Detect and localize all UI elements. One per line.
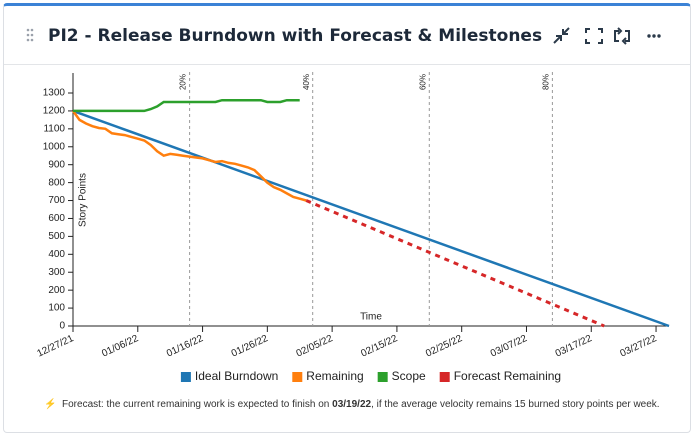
milestone-label: 80%: [542, 74, 551, 90]
y-tick-label: 600: [48, 213, 65, 224]
header-icons: [553, 27, 661, 45]
legend-label: Forecast Remaining: [454, 369, 561, 383]
bolt-icon: ⚡: [44, 399, 57, 410]
x-axis-label: Time: [360, 312, 382, 323]
legend-swatch: [377, 372, 388, 382]
y-tick-label: 700: [48, 195, 65, 206]
more-icon[interactable]: [647, 34, 661, 38]
series-line: [73, 98, 300, 113]
milestone-label: 20%: [179, 74, 188, 90]
y-tick-label: 1200: [43, 106, 66, 117]
y-tick-label: 1000: [43, 141, 66, 152]
legend-label: Scope: [392, 369, 426, 383]
y-tick-label: 800: [48, 177, 65, 188]
x-tick-label: 03/07/22: [489, 333, 529, 360]
series-line: [305, 199, 605, 328]
x-tick-label: 02/15/22: [359, 333, 399, 360]
note-suffix: , if the average velocity remains 15 bur…: [371, 399, 660, 410]
x-tick-label: 01/26/22: [230, 333, 270, 360]
widget-header: PI2 - Release Burndown with Forecast & M…: [4, 6, 690, 65]
refresh-icon[interactable]: [614, 27, 630, 45]
y-tick-label: 1300: [43, 88, 66, 99]
y-tick-label: 100: [48, 303, 65, 314]
milestone-label: 40%: [302, 74, 311, 90]
x-tick-label: 03/27/22: [618, 333, 658, 360]
y-axis-label: Story Points: [78, 173, 89, 227]
fullscreen-icon[interactable]: [585, 28, 603, 44]
legend-swatch: [292, 372, 303, 382]
legend-label: Remaining: [306, 369, 363, 383]
x-tick-label: 01/06/22: [100, 333, 140, 360]
y-tick-label: 200: [48, 285, 65, 296]
x-tick-label: 12/27/21: [35, 333, 75, 360]
note-date: 03/19/22: [332, 399, 372, 410]
milestone-label: 60%: [418, 74, 427, 90]
x-tick-label: 03/17/22: [554, 333, 594, 360]
y-tick-label: 300: [48, 267, 65, 278]
legend-label: Ideal Burndown: [195, 369, 278, 383]
legend: Ideal Burndown Remaining Scope Forecast Rem…: [180, 369, 561, 383]
series-line: [72, 109, 670, 328]
x-tick-label: 01/16/22: [165, 333, 205, 360]
y-tick-label: 500: [48, 231, 65, 242]
legend-swatch: [180, 372, 191, 382]
series-line: [71, 110, 307, 202]
collapse-icon[interactable]: [553, 27, 570, 44]
note-prefix: Forecast: the current remaining work is …: [62, 399, 333, 410]
drag-handle[interactable]: [26, 28, 34, 42]
y-tick-label: 1100: [43, 123, 65, 134]
legend-swatch: [439, 372, 450, 382]
x-tick-label: 02/25/22: [424, 333, 464, 360]
widget-title: PI2 - Release Burndown with Forecast & M…: [48, 26, 543, 46]
y-tick-label: 0: [59, 321, 65, 332]
y-tick-label: 400: [48, 249, 65, 260]
y-tick-label: 900: [48, 159, 65, 170]
x-tick-label: 02/05/22: [295, 333, 335, 360]
forecast-note: ⚡ Forecast: the current remaining work i…: [44, 399, 660, 410]
